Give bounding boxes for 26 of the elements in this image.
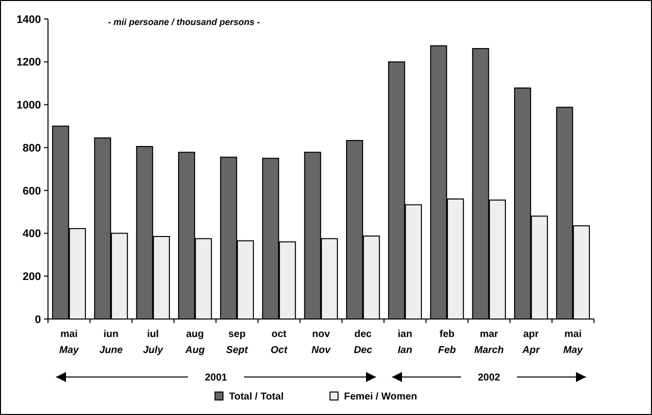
- text: 2002: [478, 372, 501, 384]
- y-tick-label: 1000: [16, 100, 41, 112]
- x-tick-label: oct Oct: [270, 329, 288, 356]
- text: 2001: [204, 372, 228, 384]
- y-tick-label: 0: [34, 314, 41, 326]
- x-tick-label: ian Ian: [398, 329, 412, 356]
- x-tick-label: dec Dec: [354, 329, 373, 356]
- x-tick-label: aug Aug: [184, 329, 205, 356]
- x-tick-label: mar March: [474, 329, 504, 356]
- y-tick-label: 1200: [16, 56, 41, 69]
- legend-label: Total / Total: [229, 392, 284, 402]
- y-tick-label: 600: [22, 185, 41, 198]
- x-tick-label: sep Sept: [226, 329, 249, 356]
- x-tick-label: feb Feb: [438, 329, 456, 356]
- x-tick-label: mai May: [59, 329, 80, 356]
- x-tick-label: iun June: [99, 329, 124, 356]
- legend-label: Femei / Women: [344, 392, 418, 402]
- y-tick-label: 400: [22, 228, 41, 240]
- y-tick-label: 1400: [16, 14, 41, 26]
- x-tick-label: apr Apr: [521, 329, 541, 356]
- x-tick-label: mai May: [563, 329, 584, 356]
- x-tick-label: nov Nov: [312, 329, 332, 356]
- y-tick-label: 200: [22, 270, 41, 283]
- y-tick-label: 800: [22, 142, 41, 154]
- x-tick-label: iul July: [142, 329, 164, 356]
- chart-title: - mii persoane / thousand persons -: [108, 17, 260, 27]
